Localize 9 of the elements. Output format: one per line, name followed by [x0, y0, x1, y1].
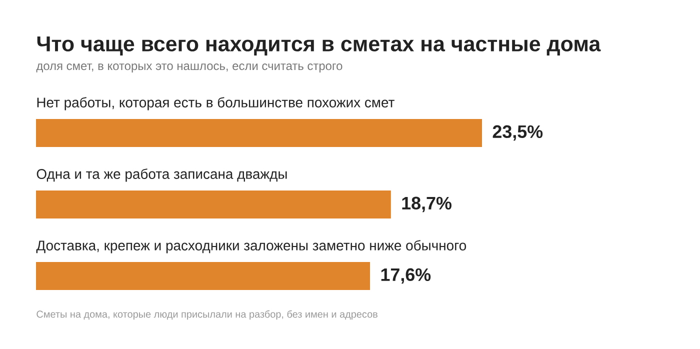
data-label: 23,5% — [492, 125, 543, 141]
chart-title: Что чаще всего находится в сметах на частные дома — [37, 36, 601, 56]
chart-subtitle: доля смет, в которых это нашлось, если считать строго — [36, 64, 342, 72]
text: Сметы на дома, которые люди присылали на разбор, без имен и адресов — [36, 310, 378, 320]
y-tick-label: Нет работы, которая есть в большинстве похожих смет — [37, 97, 394, 110]
y-tick-label: Одна и та же работа записана дважды — [36, 168, 287, 182]
data-label: 17,6% — [381, 268, 431, 284]
y-tick-label: Доставка, крепеж и расходники заложены заметно ниже обычного — [36, 240, 466, 254]
data-label: 18,7% — [402, 196, 452, 212]
